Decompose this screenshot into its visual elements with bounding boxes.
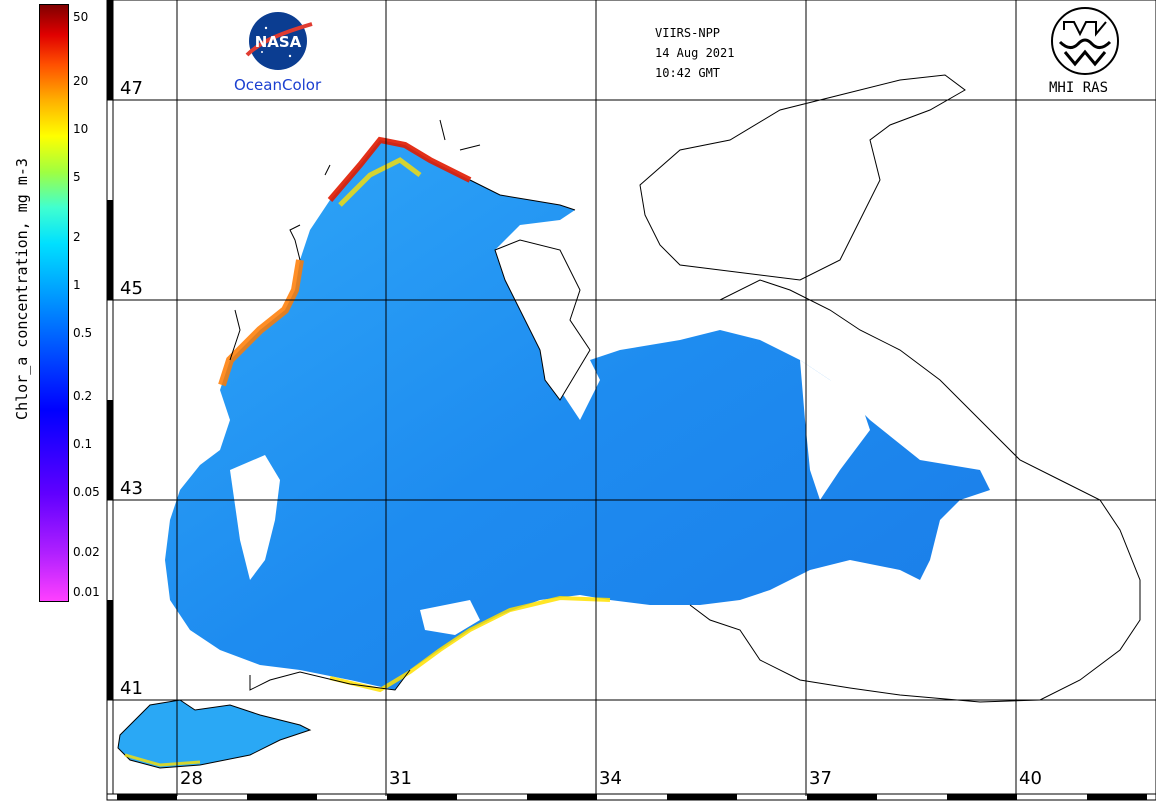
cloud-mask xyxy=(420,600,480,635)
colorbar-tick: 0.5 xyxy=(73,326,93,340)
lat-label-43: 43 xyxy=(120,478,143,499)
sensor-label: VIIRS-NPP xyxy=(655,26,721,40)
mhi-ras-label: MHI RAS xyxy=(1049,80,1109,96)
colorbar-tick: 5 xyxy=(73,170,81,184)
colorbar-tick: 0.1 xyxy=(73,437,93,451)
lon-label-40: 40 xyxy=(1019,768,1042,789)
lat-label-45: 45 xyxy=(120,278,143,299)
black-sea-water xyxy=(165,140,990,690)
lat-label-41: 41 xyxy=(120,678,143,699)
coastal-bloom-north-inner xyxy=(338,157,422,207)
coastal-bloom-south xyxy=(329,595,611,693)
lat-label-47: 47 xyxy=(120,78,143,99)
lon-scale-bar xyxy=(106,793,1156,801)
colorbar-tick: 1 xyxy=(73,278,81,292)
oceancolor-label: OceanColor xyxy=(234,76,322,94)
colorbar-tick: 20 xyxy=(73,74,89,88)
west-coastline xyxy=(229,119,481,361)
nasa-logo: NASA xyxy=(245,12,313,70)
sea-of-marmara xyxy=(117,699,312,769)
graticule xyxy=(107,0,1156,796)
marmara-coast-bloom xyxy=(124,753,201,767)
lon-label-28: 28 xyxy=(180,768,203,789)
colorbar-tick: 0.02 xyxy=(73,545,100,559)
sea-of-azov-outline xyxy=(639,74,966,281)
cloud-mask xyxy=(230,455,280,580)
coastal-bloom-west xyxy=(218,259,304,387)
coastal-bloom-north xyxy=(327,136,472,202)
mhi-ras-logo xyxy=(1051,7,1119,75)
cloud-mask xyxy=(180,640,215,665)
lon-label-37: 37 xyxy=(809,768,832,789)
colorbar-tick: 50 xyxy=(73,10,89,24)
north-coastline xyxy=(469,179,576,211)
south-coastline xyxy=(249,669,411,691)
colorbar-tick: 0.05 xyxy=(73,485,100,499)
date-label: 14 Aug 2021 xyxy=(655,46,735,60)
time-label: 10:42 GMT xyxy=(655,66,721,80)
nasa-logo-text: NASA xyxy=(255,33,302,51)
lon-label-31: 31 xyxy=(389,768,412,789)
crimea-land xyxy=(494,239,591,401)
cloud-mask xyxy=(800,360,870,500)
colorbar-tick: 0.2 xyxy=(73,389,93,403)
colorbar-tick: 0.01 xyxy=(73,585,100,599)
colorbar-tick: 10 xyxy=(73,122,89,136)
lon-label-34: 34 xyxy=(599,768,622,789)
lat-scale-bar xyxy=(106,0,114,797)
colorbar xyxy=(39,4,69,602)
colorbar-tick: 2 xyxy=(73,230,81,244)
east-coastline xyxy=(689,279,1141,703)
